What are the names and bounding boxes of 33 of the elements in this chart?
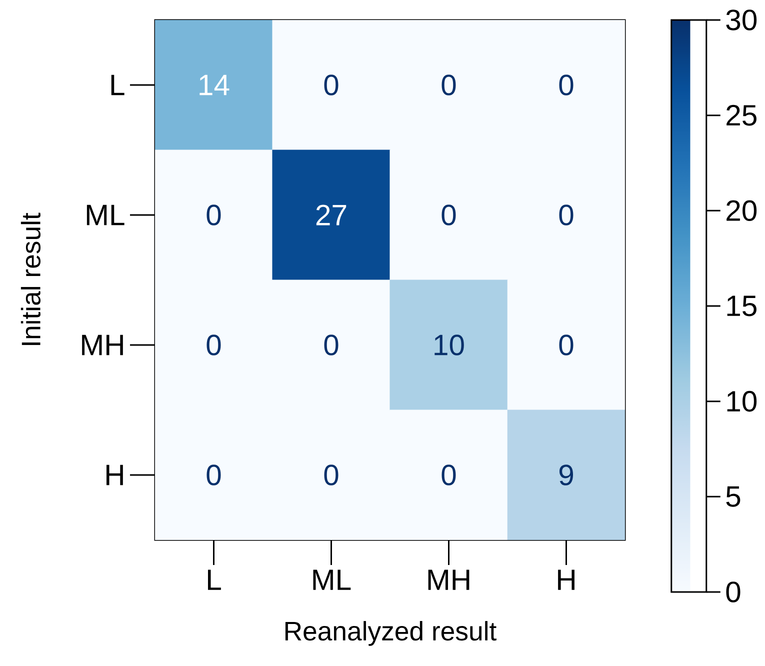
data-label: 0 — [559, 204, 574, 226]
y-tick-label: ML — [86, 204, 124, 226]
x-tick-label: L — [208, 570, 221, 590]
color-bar-label: 20 — [726, 200, 757, 222]
x-tick-label: ML — [313, 570, 351, 590]
color-bar-label: 15 — [727, 296, 756, 316]
color-bar-label: 5 — [726, 486, 740, 507]
x-tick-label: MH — [428, 570, 470, 590]
color-bar-label: 10 — [727, 390, 757, 412]
data-label: 0 — [559, 74, 574, 96]
color-bar-label: 30 — [726, 10, 757, 30]
y-tick-label: L — [111, 74, 124, 96]
data-label: 9 — [559, 464, 574, 486]
data-label: 0 — [442, 464, 456, 486]
x-tick-label: H — [558, 570, 574, 590]
data-label: 10 — [434, 334, 464, 356]
data-label: 0 — [324, 74, 338, 96]
x-axis-title: Reanalyzed result — [285, 621, 496, 646]
data-label: 0 — [206, 334, 221, 356]
data-label: 0 — [206, 464, 221, 486]
color-bar-label: 25 — [726, 104, 756, 126]
data-label: 14 — [200, 74, 230, 96]
data-label: 0 — [442, 74, 456, 96]
data-label: 0 — [324, 464, 338, 486]
y-tick-label: MH — [82, 334, 123, 356]
data-label: 0 — [442, 204, 456, 226]
y-tick-label: H — [106, 464, 123, 486]
y-axis-title: Initial result — [20, 212, 41, 345]
data-label: 0 — [559, 334, 574, 356]
color-bar-label: 0 — [726, 582, 740, 602]
data-label: 0 — [206, 204, 221, 226]
data-label: 0 — [324, 334, 338, 356]
data-label: 27 — [316, 204, 346, 226]
